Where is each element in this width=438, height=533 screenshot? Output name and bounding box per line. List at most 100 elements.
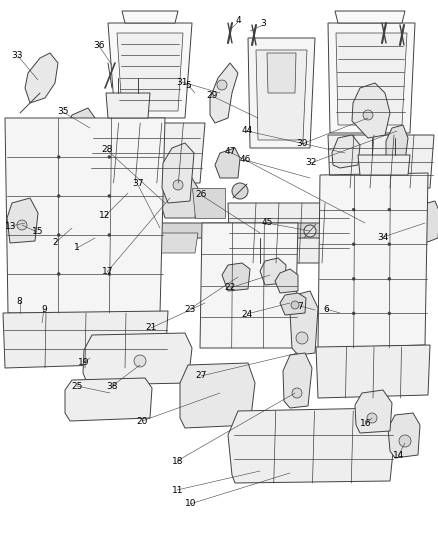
- Text: 23: 23: [185, 305, 196, 313]
- Polygon shape: [162, 175, 198, 218]
- Polygon shape: [355, 390, 392, 433]
- Polygon shape: [354, 198, 380, 228]
- Circle shape: [108, 156, 111, 158]
- Polygon shape: [316, 345, 430, 398]
- Polygon shape: [65, 378, 152, 421]
- Text: 35: 35: [58, 108, 69, 116]
- Text: 22: 22: [224, 284, 236, 292]
- Polygon shape: [7, 198, 38, 243]
- Circle shape: [304, 225, 316, 237]
- Polygon shape: [65, 108, 95, 143]
- Polygon shape: [222, 263, 250, 291]
- Polygon shape: [328, 135, 434, 188]
- Circle shape: [352, 195, 368, 211]
- Polygon shape: [256, 50, 307, 140]
- Polygon shape: [388, 413, 420, 458]
- Text: 45: 45: [261, 219, 273, 227]
- Text: 47: 47: [224, 148, 236, 156]
- Polygon shape: [170, 183, 192, 193]
- Text: 44: 44: [242, 126, 253, 135]
- Polygon shape: [3, 311, 168, 368]
- Circle shape: [57, 272, 60, 276]
- Text: 16: 16: [360, 419, 371, 428]
- Text: 18: 18: [172, 457, 183, 465]
- Polygon shape: [283, 353, 312, 408]
- Polygon shape: [358, 155, 410, 175]
- Circle shape: [296, 332, 308, 344]
- Text: 21: 21: [145, 324, 157, 332]
- Polygon shape: [403, 203, 430, 235]
- Polygon shape: [98, 183, 120, 193]
- Text: 36: 36: [93, 41, 104, 50]
- Text: 10: 10: [185, 499, 196, 508]
- Circle shape: [352, 243, 355, 246]
- Polygon shape: [192, 188, 225, 218]
- Text: 20: 20: [137, 417, 148, 425]
- Circle shape: [232, 183, 248, 199]
- Text: 9: 9: [41, 305, 47, 313]
- Text: 38: 38: [106, 382, 117, 391]
- Circle shape: [134, 355, 146, 367]
- Circle shape: [291, 301, 299, 309]
- Text: 28: 28: [102, 145, 113, 154]
- Polygon shape: [338, 188, 358, 200]
- Polygon shape: [215, 148, 240, 178]
- Text: 37: 37: [132, 180, 144, 188]
- Polygon shape: [318, 173, 428, 348]
- Polygon shape: [132, 188, 163, 213]
- Circle shape: [414, 217, 422, 225]
- Text: 8: 8: [17, 297, 23, 305]
- Polygon shape: [332, 135, 360, 168]
- Circle shape: [108, 195, 111, 198]
- Text: 5: 5: [185, 81, 191, 90]
- Circle shape: [388, 208, 391, 211]
- Circle shape: [108, 233, 111, 237]
- Text: 29: 29: [207, 92, 218, 100]
- Polygon shape: [352, 83, 390, 138]
- Polygon shape: [248, 38, 315, 148]
- Text: 2: 2: [52, 238, 57, 247]
- Text: 13: 13: [5, 222, 17, 231]
- Circle shape: [217, 80, 227, 90]
- Polygon shape: [267, 53, 296, 93]
- Circle shape: [352, 208, 355, 211]
- Text: 30: 30: [297, 140, 308, 148]
- Polygon shape: [228, 408, 395, 483]
- Polygon shape: [328, 23, 415, 133]
- Text: 34: 34: [378, 233, 389, 241]
- Circle shape: [292, 388, 302, 398]
- Polygon shape: [338, 233, 382, 255]
- Circle shape: [57, 233, 60, 237]
- Polygon shape: [200, 223, 298, 348]
- Polygon shape: [290, 291, 318, 355]
- Text: 33: 33: [12, 52, 23, 60]
- Circle shape: [57, 156, 60, 158]
- Polygon shape: [122, 11, 178, 23]
- Polygon shape: [415, 201, 438, 243]
- Circle shape: [367, 413, 377, 423]
- Polygon shape: [275, 269, 298, 293]
- Polygon shape: [5, 118, 165, 313]
- Circle shape: [399, 435, 411, 447]
- Circle shape: [363, 110, 373, 120]
- Text: 14: 14: [393, 451, 404, 460]
- Text: 3: 3: [260, 20, 266, 28]
- Polygon shape: [180, 363, 255, 428]
- Text: 46: 46: [240, 156, 251, 164]
- Polygon shape: [117, 33, 183, 111]
- Polygon shape: [280, 293, 306, 315]
- Polygon shape: [260, 258, 286, 285]
- Polygon shape: [87, 123, 205, 183]
- Polygon shape: [25, 53, 58, 103]
- Text: 15: 15: [32, 228, 43, 236]
- Polygon shape: [162, 143, 194, 203]
- Text: 7: 7: [297, 302, 303, 311]
- Polygon shape: [153, 233, 198, 253]
- Circle shape: [17, 220, 27, 230]
- Text: 12: 12: [99, 212, 111, 220]
- Text: 4: 4: [236, 16, 241, 25]
- Circle shape: [388, 243, 391, 246]
- Text: 19: 19: [78, 358, 89, 367]
- Polygon shape: [108, 23, 192, 118]
- Polygon shape: [336, 33, 407, 125]
